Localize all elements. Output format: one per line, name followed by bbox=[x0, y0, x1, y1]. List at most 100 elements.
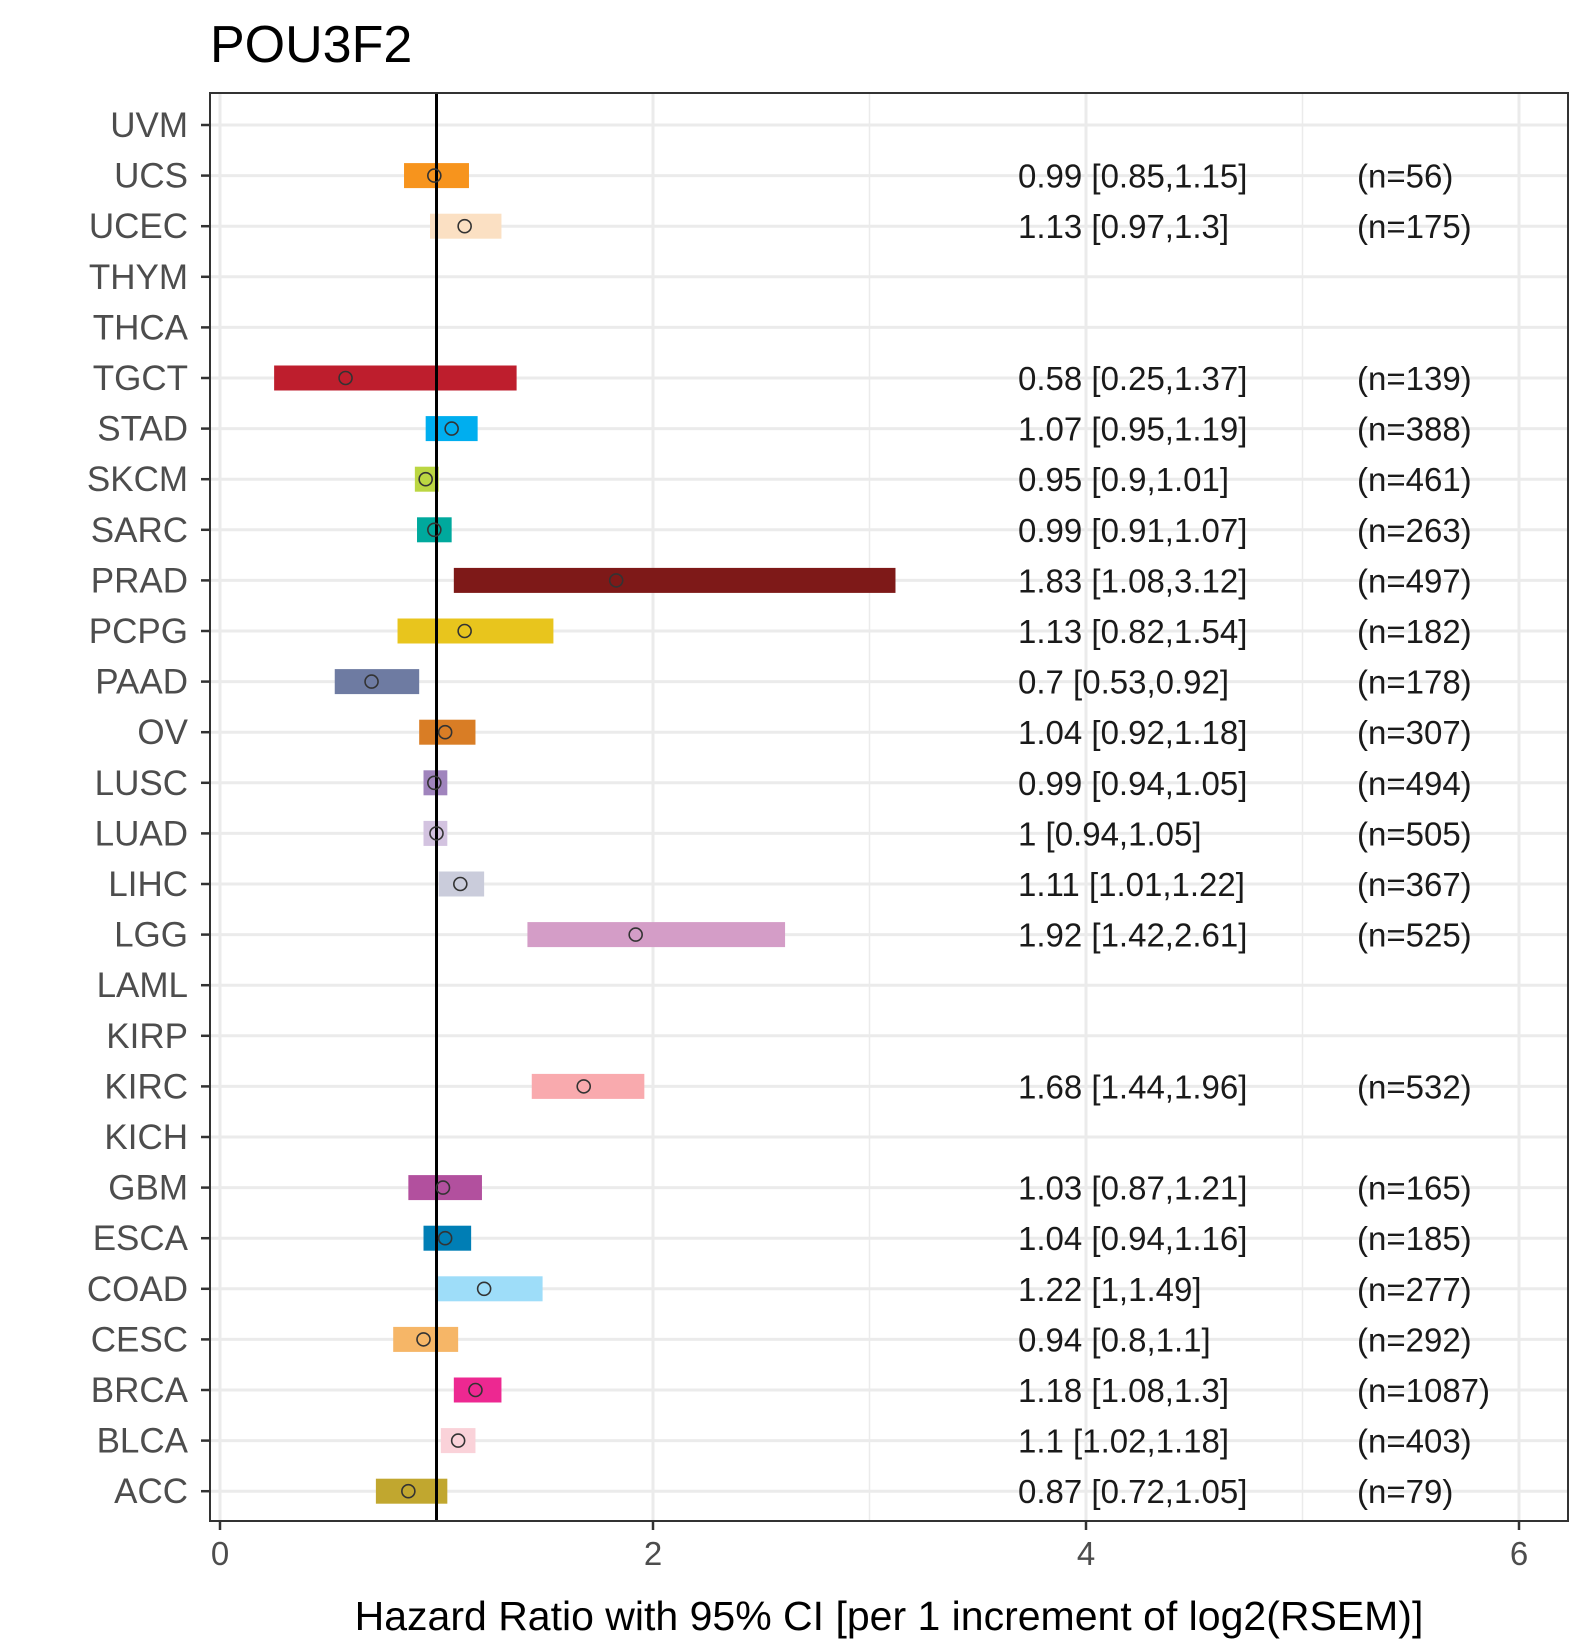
ci-bar-gbm bbox=[408, 1175, 482, 1201]
hr-point-lgg bbox=[628, 927, 643, 942]
ci-bars bbox=[274, 163, 896, 1504]
y-tick-label-kirp: KIRP bbox=[106, 1017, 188, 1056]
hr-label-skcm: 0.95 [0.9,1.01] bbox=[1018, 461, 1229, 498]
y-tick-label-paad: PAAD bbox=[95, 663, 188, 702]
hr-points bbox=[338, 168, 643, 1499]
hr-point-lihc bbox=[453, 876, 468, 892]
n-label-pcpg: (n=182) bbox=[1357, 613, 1472, 650]
y-tick-label-lgg: LGG bbox=[114, 916, 188, 955]
hr-point-skcm bbox=[418, 471, 433, 487]
hr-point-sarc bbox=[427, 522, 442, 538]
hr-point-coad bbox=[476, 1281, 492, 1297]
y-tick-label-kirc: KIRC bbox=[104, 1067, 188, 1106]
x-tick-label: 0 bbox=[211, 1535, 229, 1572]
x-tick-label: 4 bbox=[1077, 1535, 1095, 1572]
n-label-ucs: (n=56) bbox=[1357, 158, 1453, 195]
y-tick-label-brca: BRCA bbox=[91, 1371, 189, 1410]
ci-bar-blca bbox=[440, 1428, 476, 1454]
y-tick-label-ucec: UCEC bbox=[89, 207, 188, 246]
hr-point-cesc bbox=[416, 1332, 431, 1347]
n-label-paad: (n=178) bbox=[1357, 664, 1472, 701]
hr-point-brca bbox=[468, 1382, 483, 1398]
ci-bar-brca bbox=[453, 1377, 502, 1403]
n-label-lgg: (n=525) bbox=[1357, 917, 1472, 954]
stat-labels: 0.99 [0.85,1.15] (n=56) 1.13 [0.97,1.3] (n=… bbox=[1018, 158, 1490, 1511]
y-tick-label-laml: LAML bbox=[97, 966, 188, 1005]
hr-label-paad: 0.7 [0.53,0.92] bbox=[1018, 664, 1229, 701]
n-label-brca: (n=1087) bbox=[1357, 1372, 1490, 1409]
ci-bar-esca bbox=[423, 1225, 472, 1251]
plot-panel-border bbox=[209, 92, 1569, 1522]
hr-point-prad bbox=[608, 573, 624, 588]
n-label-blca: (n=403) bbox=[1357, 1423, 1472, 1460]
hr-label-gbm: 1.03 [0.87,1.21] bbox=[1018, 1170, 1247, 1207]
hr-point-stad bbox=[444, 421, 459, 436]
y-tick-label-cesc: CESC bbox=[91, 1320, 188, 1359]
hr-label-sarc: 0.99 [0.91,1.07] bbox=[1018, 512, 1247, 549]
ci-bar-paad bbox=[334, 669, 420, 695]
hr-label-lusc: 0.99 [0.94,1.05] bbox=[1018, 765, 1247, 802]
n-label-stad: (n=388) bbox=[1357, 411, 1472, 448]
hr-point-tgct bbox=[338, 370, 353, 386]
n-label-kirc: (n=532) bbox=[1357, 1068, 1472, 1105]
hr-label-lihc: 1.11 [1.01,1.22] bbox=[1018, 866, 1245, 903]
hr-label-ucec: 1.13 [0.97,1.3] bbox=[1018, 208, 1229, 245]
n-label-sarc: (n=263) bbox=[1357, 512, 1472, 549]
hr-label-pcpg: 1.13 [0.82,1.54] bbox=[1018, 613, 1247, 650]
y-tick-label-gbm: GBM bbox=[108, 1169, 188, 1208]
ci-bar-coad bbox=[436, 1276, 543, 1302]
n-label-lihc: (n=367) bbox=[1357, 866, 1472, 903]
y-tick-label-thym: THYM bbox=[89, 258, 188, 297]
hr-label-stad: 1.07 [0.95,1.19] bbox=[1018, 411, 1247, 448]
n-label-tgct: (n=139) bbox=[1357, 360, 1472, 397]
n-label-lusc: (n=494) bbox=[1357, 765, 1472, 802]
y-tick-label-skcm: SKCM bbox=[87, 460, 188, 499]
ci-bar-stad bbox=[425, 416, 478, 442]
n-label-ucec: (n=175) bbox=[1357, 208, 1472, 245]
y-tick-label-coad: COAD bbox=[87, 1270, 188, 1309]
n-label-esca: (n=185) bbox=[1357, 1220, 1472, 1257]
hr-point-pcpg bbox=[457, 623, 472, 639]
y-tick-label-thca: THCA bbox=[93, 308, 189, 347]
hr-label-ov: 1.04 [0.92,1.18] bbox=[1018, 714, 1247, 751]
hr-point-blca bbox=[450, 1433, 466, 1448]
n-label-gbm: (n=165) bbox=[1357, 1170, 1472, 1207]
ci-bar-sarc bbox=[417, 517, 452, 543]
hr-point-paad bbox=[364, 674, 379, 689]
y-tick-label-prad: PRAD bbox=[91, 561, 188, 600]
ci-bar-kirc bbox=[531, 1073, 645, 1099]
ci-bar-lihc bbox=[438, 871, 485, 897]
y-tick-label-stad: STAD bbox=[97, 410, 188, 449]
hr-label-tgct: 0.58 [0.25,1.37] bbox=[1018, 360, 1247, 397]
hr-label-acc: 0.87 [0.72,1.05] bbox=[1018, 1473, 1247, 1510]
y-tick-label-kich: KICH bbox=[104, 1118, 188, 1157]
chart-title: POU3F2 bbox=[210, 16, 412, 74]
n-label-skcm: (n=461) bbox=[1357, 461, 1472, 498]
y-tick-label-luad: LUAD bbox=[95, 814, 188, 853]
y-tick-label-blca: BLCA bbox=[97, 1422, 189, 1461]
hr-point-ucs bbox=[427, 168, 442, 183]
hr-point-acc bbox=[401, 1483, 416, 1499]
axes: UVM UCS UCEC THYM THCA TGCT STAD SKCM SARC PRAD PC… bbox=[87, 106, 1528, 1572]
hr-point-luad bbox=[429, 826, 444, 841]
hr-point-ov bbox=[437, 724, 453, 740]
ci-bar-ucec bbox=[430, 213, 502, 239]
hr-label-esca: 1.04 [0.94,1.16] bbox=[1018, 1220, 1247, 1257]
y-tick-label-uvm: UVM bbox=[110, 106, 188, 145]
ci-bar-prad bbox=[453, 567, 896, 593]
ci-bar-tgct bbox=[274, 365, 517, 391]
hr-point-esca bbox=[437, 1230, 453, 1246]
hr-point-ucec bbox=[457, 218, 472, 234]
n-label-coad: (n=277) bbox=[1357, 1271, 1472, 1308]
hr-label-brca: 1.18 [1.08,1.3] bbox=[1018, 1372, 1229, 1409]
hr-label-prad: 1.83 [1.08,3.12] bbox=[1018, 562, 1247, 599]
hr-label-luad: 1 [0.94,1.05] bbox=[1018, 815, 1201, 852]
hr-label-blca: 1.1 [1.02,1.18] bbox=[1018, 1423, 1229, 1460]
n-label-acc: (n=79) bbox=[1357, 1473, 1453, 1510]
hr-label-kirc: 1.68 [1.44,1.96] bbox=[1018, 1068, 1247, 1105]
hr-label-ucs: 0.99 [0.85,1.15] bbox=[1018, 158, 1247, 195]
y-tick-label-lusc: LUSC bbox=[95, 764, 188, 803]
x-axis-label: Hazard Ratio with 95% CI [per 1 incremen… bbox=[355, 1593, 1424, 1639]
x-tick-label: 2 bbox=[644, 1535, 662, 1572]
